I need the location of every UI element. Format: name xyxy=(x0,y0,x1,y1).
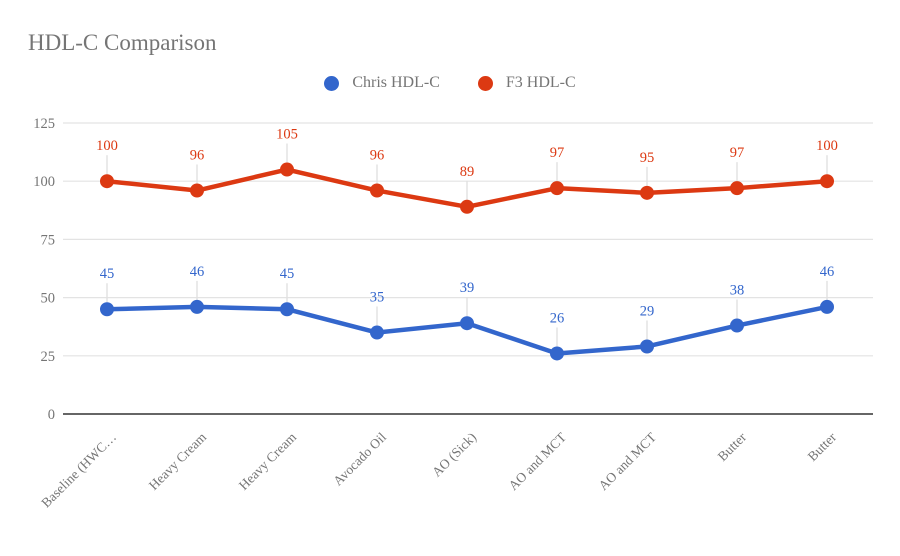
legend-label: F3 HDL-C xyxy=(505,74,576,91)
data-point-f3-hdl-c[interactable] xyxy=(370,183,384,198)
data-point-label: 95 xyxy=(640,150,655,166)
data-point-label: 105 xyxy=(276,127,298,143)
y-tick-label: 125 xyxy=(33,116,55,132)
data-point-chris-hdl-c[interactable] xyxy=(730,318,744,333)
legend-swatch-icon xyxy=(477,75,493,91)
data-point-label: 100 xyxy=(816,138,838,154)
data-point-label: 38 xyxy=(730,283,745,299)
data-point-chris-hdl-c[interactable] xyxy=(460,316,474,331)
y-tick-label: 0 xyxy=(48,407,55,423)
x-category-label: AO and MCT xyxy=(505,429,569,493)
data-point-label: 29 xyxy=(640,303,655,319)
data-point-label: 97 xyxy=(730,145,745,161)
data-point-label: 100 xyxy=(96,138,118,154)
x-category-label: Butter xyxy=(805,429,840,464)
legend-label: Chris HDL-C xyxy=(352,74,440,91)
x-category-label: AO (Sick) xyxy=(429,430,479,480)
legend-item-chris-hdl-c[interactable]: Chris HDL-C xyxy=(324,74,440,92)
data-point-f3-hdl-c[interactable] xyxy=(820,174,834,189)
y-tick-label: 100 xyxy=(33,174,55,190)
x-category-label: AO and MCT xyxy=(595,429,659,493)
data-point-label: 96 xyxy=(370,148,385,164)
data-point-label: 46 xyxy=(820,264,835,280)
chart-legend: Chris HDL-C F3 HDL-C xyxy=(0,74,900,92)
data-point-chris-hdl-c[interactable] xyxy=(370,325,384,340)
data-point-label: 39 xyxy=(460,280,475,296)
chart-title: HDL-C Comparison xyxy=(28,30,217,55)
data-point-f3-hdl-c[interactable] xyxy=(460,199,474,214)
data-point-f3-hdl-c[interactable] xyxy=(280,162,294,177)
data-point-chris-hdl-c[interactable] xyxy=(640,339,654,354)
x-category-label: Heavy Cream xyxy=(146,429,210,493)
data-point-f3-hdl-c[interactable] xyxy=(100,174,114,189)
data-point-f3-hdl-c[interactable] xyxy=(190,183,204,198)
x-category-label: Avocado Oil xyxy=(330,429,389,488)
data-point-label: 97 xyxy=(550,145,565,161)
x-category-label: Heavy Cream xyxy=(236,429,300,493)
data-point-chris-hdl-c[interactable] xyxy=(100,302,114,317)
data-point-f3-hdl-c[interactable] xyxy=(730,181,744,196)
x-category-label: Butter xyxy=(715,429,750,464)
y-tick-label: 25 xyxy=(41,349,56,365)
data-point-f3-hdl-c[interactable] xyxy=(640,185,654,200)
data-point-chris-hdl-c[interactable] xyxy=(820,299,834,314)
data-point-label: 46 xyxy=(190,264,205,280)
y-tick-label: 75 xyxy=(41,232,56,248)
data-point-label: 35 xyxy=(370,290,385,306)
y-tick-label: 50 xyxy=(41,291,56,307)
data-point-label: 45 xyxy=(280,266,295,282)
x-category-label: Baseline (HWC… xyxy=(38,430,119,511)
data-point-label: 89 xyxy=(460,164,475,180)
data-point-label: 26 xyxy=(550,310,565,326)
data-point-label: 96 xyxy=(190,148,205,164)
data-point-chris-hdl-c[interactable] xyxy=(280,302,294,317)
legend-item-f3-hdl-c[interactable]: F3 HDL-C xyxy=(477,74,576,92)
data-point-f3-hdl-c[interactable] xyxy=(550,181,564,196)
data-point-chris-hdl-c[interactable] xyxy=(550,346,564,361)
legend-swatch-icon xyxy=(324,75,340,91)
data-point-chris-hdl-c[interactable] xyxy=(190,299,204,314)
data-point-label: 45 xyxy=(100,266,115,282)
